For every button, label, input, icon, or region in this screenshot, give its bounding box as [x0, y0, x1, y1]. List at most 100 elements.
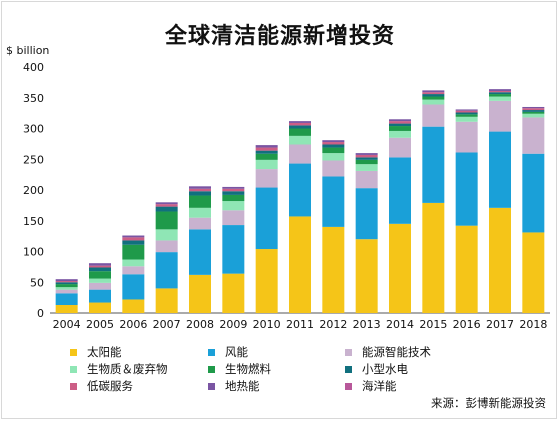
- bar-segment: [455, 121, 478, 153]
- bar-segment: [55, 293, 78, 306]
- y-axis-unit-label: $ billion: [6, 44, 50, 57]
- bar-segment: [389, 137, 411, 158]
- bar-segment: [155, 211, 178, 230]
- bar-segment: [422, 92, 445, 95]
- y-tick-label: 50: [30, 276, 44, 289]
- bar-segment: [355, 154, 378, 158]
- bar-segment: [89, 265, 111, 268]
- bar-segment: [389, 157, 411, 224]
- bar-segment: [489, 90, 511, 93]
- bar-segment: [222, 186, 245, 189]
- bar-segment: [189, 229, 211, 275]
- bar-segment: [155, 204, 178, 207]
- bar-segment: [389, 121, 411, 124]
- bar-segment: [355, 157, 378, 160]
- bar-segment: [422, 96, 445, 100]
- bar-segment: [255, 153, 278, 160]
- bar-segment: [55, 281, 78, 283]
- y-tick-label: 250: [23, 153, 44, 166]
- x-tick-label: 2018: [519, 318, 547, 331]
- bar-segment: [189, 274, 211, 313]
- bar-segment: [322, 144, 345, 148]
- source-note: 来源：彭博新能源投资: [431, 396, 546, 410]
- bar-segment: [89, 302, 111, 313]
- bar-segment: [155, 202, 178, 205]
- bar-segment: [155, 206, 178, 212]
- bar-segment: [89, 271, 111, 279]
- bar-segment: [322, 160, 345, 177]
- bar-segment: [455, 114, 478, 117]
- bar-segment: [89, 289, 111, 303]
- bar-segment: [489, 96, 511, 101]
- x-tick-label: 2012: [319, 318, 347, 331]
- bar-segment: [122, 274, 145, 300]
- bar-segment: [355, 239, 378, 313]
- bar-segment: [55, 284, 78, 288]
- x-tick-label: 2013: [353, 318, 381, 331]
- bar-segment: [322, 140, 345, 143]
- bar-segment: [489, 100, 511, 132]
- bar-segment: [422, 202, 445, 313]
- bar-segment: [89, 263, 111, 266]
- bar-segment: [55, 289, 78, 294]
- bar-segment: [155, 229, 178, 241]
- bar-segment: [189, 195, 211, 208]
- bar-segment: [522, 113, 545, 118]
- bar-segment: [122, 244, 145, 260]
- bar-segment: [322, 153, 345, 161]
- bar-segment: [355, 188, 378, 240]
- bar-segment: [122, 266, 145, 275]
- bar-segment: [55, 305, 78, 313]
- bar-segment: [455, 225, 478, 313]
- x-tick-label: 2004: [53, 318, 81, 331]
- bar-segment: [222, 201, 245, 211]
- x-tick-label: 2005: [86, 318, 114, 331]
- bar-segment: [255, 150, 278, 154]
- x-tick-label: 2015: [419, 318, 447, 331]
- bar-segment: [189, 217, 211, 230]
- bar-segment: [289, 128, 311, 136]
- bar-segment: [89, 278, 111, 283]
- bar-segment: [322, 142, 345, 145]
- bar-segment: [522, 108, 545, 111]
- bar-segment: [122, 237, 145, 241]
- bar-segment: [455, 112, 478, 115]
- bar-segment: [189, 186, 211, 189]
- y-tick-label: 200: [23, 184, 44, 197]
- bar-segment: [422, 104, 445, 127]
- bar-segment: [222, 188, 245, 192]
- bar-segment: [522, 153, 545, 233]
- bar-segment: [422, 126, 445, 203]
- bar-segment: [255, 187, 278, 250]
- bar-segment: [455, 110, 478, 113]
- bar-segment: [522, 111, 545, 114]
- bar-segment: [189, 191, 211, 196]
- x-tick-label: 2016: [453, 318, 481, 331]
- bar-segment: [355, 170, 378, 189]
- bar-segment: [355, 159, 378, 165]
- bar-segment: [55, 279, 78, 282]
- bar-segment: [522, 117, 545, 154]
- bar-segment: [322, 147, 345, 154]
- bar-segment: [389, 126, 411, 131]
- bar-segment: [422, 94, 445, 97]
- bar-segment: [255, 169, 278, 188]
- bar-segment: [289, 135, 311, 145]
- bar-segment: [489, 92, 511, 95]
- bar-segment: [522, 232, 545, 313]
- x-tick-label: 2009: [219, 318, 247, 331]
- x-tick-label: 2007: [153, 318, 181, 331]
- bar-segment: [122, 259, 145, 267]
- bar-segment: [489, 89, 511, 91]
- x-tick-label: 2011: [286, 318, 314, 331]
- y-tick-label: 100: [23, 246, 44, 259]
- bar-segment: [55, 282, 78, 285]
- bar-segment: [389, 119, 411, 122]
- bar-segment: [322, 226, 345, 313]
- bar-segment: [389, 123, 411, 127]
- chart-title: 全球清洁能源新增投资: [164, 24, 395, 49]
- bar-segment: [222, 210, 245, 226]
- bar-segment: [122, 235, 145, 238]
- bar-segment: [155, 252, 178, 289]
